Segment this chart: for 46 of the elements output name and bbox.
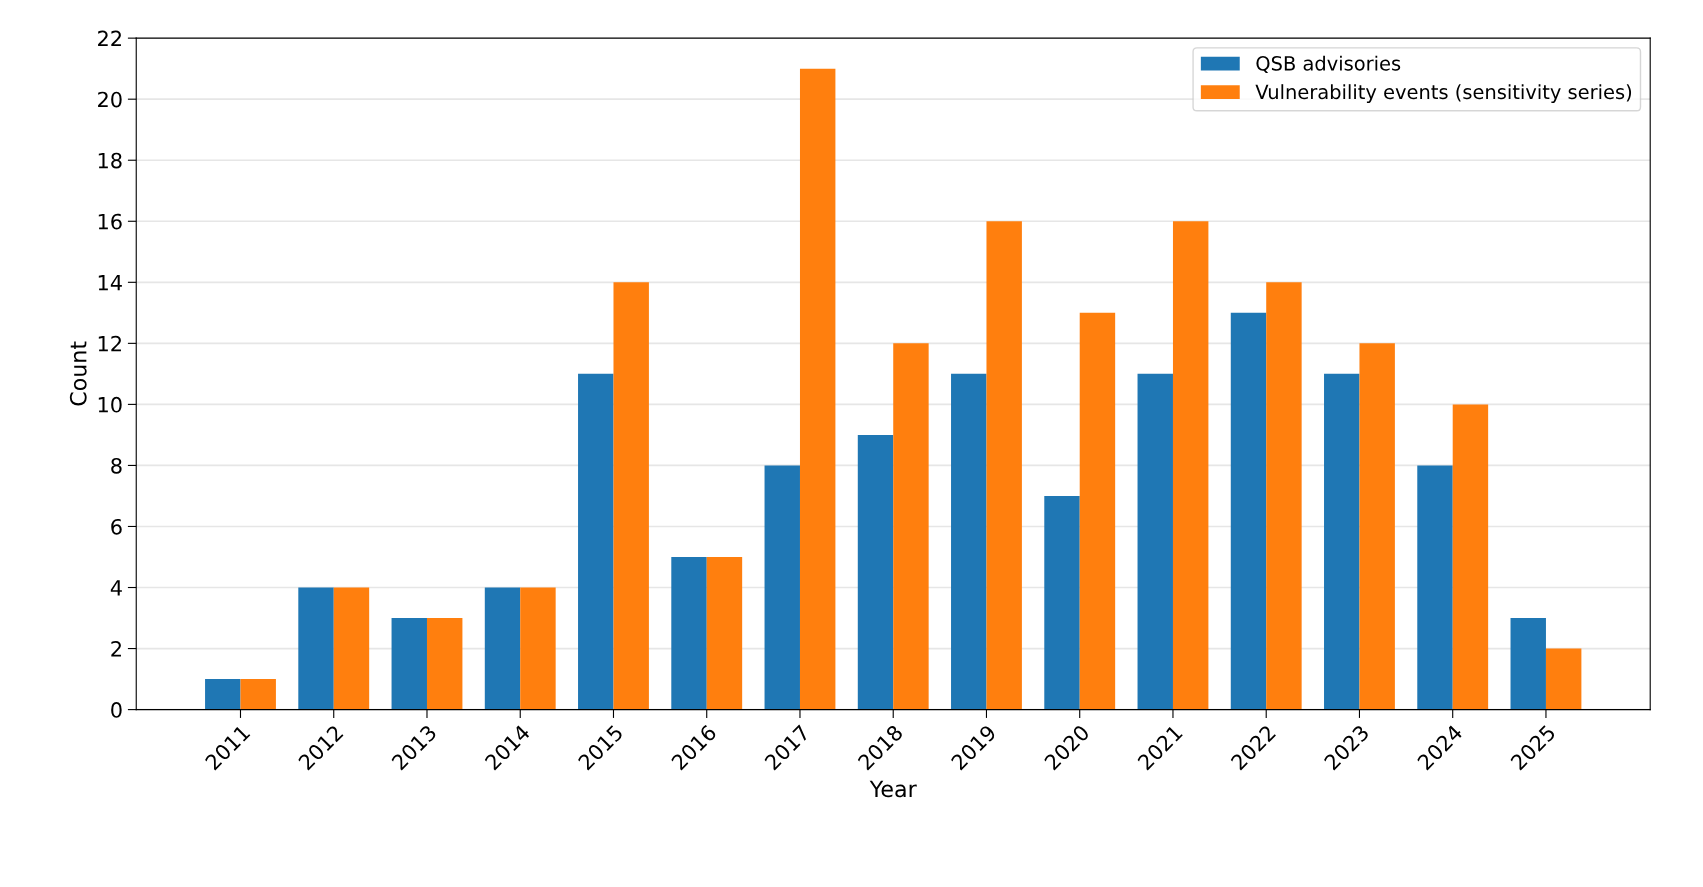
legend-label: Vulnerability events (sensitivity series)	[1255, 84, 1632, 103]
bar	[1324, 373, 1360, 710]
y-tick-label: 0	[111, 702, 122, 718]
bar	[298, 587, 334, 710]
y-tick-label: 18	[98, 152, 122, 169]
bar	[951, 373, 987, 710]
bar	[1172, 221, 1209, 710]
bar	[1359, 343, 1395, 710]
bar	[1137, 373, 1173, 710]
bar	[1079, 312, 1116, 710]
bar	[333, 587, 370, 710]
x-axis-title: Year	[869, 780, 917, 798]
bar	[1417, 465, 1453, 710]
bar	[205, 679, 241, 710]
bar	[426, 618, 463, 710]
bar	[857, 434, 894, 710]
legend-label: QSB advisories	[1256, 55, 1401, 73]
y-tick-label: 2	[111, 641, 121, 657]
bar	[706, 557, 743, 710]
y-tick-label: 22	[98, 30, 121, 47]
y-tick-label: 12	[98, 335, 121, 352]
bar	[1230, 312, 1267, 710]
bar	[1545, 648, 1582, 710]
bar	[391, 618, 427, 710]
y-tick-label: 8	[111, 457, 122, 474]
y-axis-title: Count	[69, 341, 87, 406]
bar	[484, 587, 521, 710]
bar	[240, 679, 276, 710]
bar	[986, 221, 1022, 710]
y-tick-label: 6	[111, 518, 122, 535]
y-tick-label: 16	[98, 213, 122, 230]
y-tick-label: 4	[110, 580, 122, 596]
bar	[764, 465, 800, 710]
bar	[671, 557, 707, 710]
bar	[799, 68, 836, 710]
bar	[1452, 404, 1489, 710]
bar	[893, 343, 929, 710]
y-tick-label: 10	[98, 396, 122, 413]
bar	[1044, 495, 1080, 710]
bar	[613, 282, 649, 710]
y-tick-label: 14	[98, 275, 122, 291]
bar	[1510, 618, 1546, 710]
bar	[1266, 282, 1302, 710]
bar	[520, 587, 556, 710]
bar	[578, 373, 614, 710]
y-tick-label: 20	[98, 91, 122, 108]
